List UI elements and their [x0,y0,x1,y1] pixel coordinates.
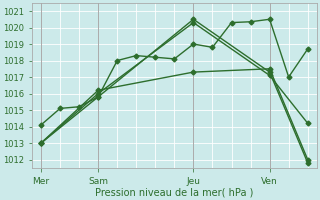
X-axis label: Pression niveau de la mer( hPa ): Pression niveau de la mer( hPa ) [95,187,253,197]
